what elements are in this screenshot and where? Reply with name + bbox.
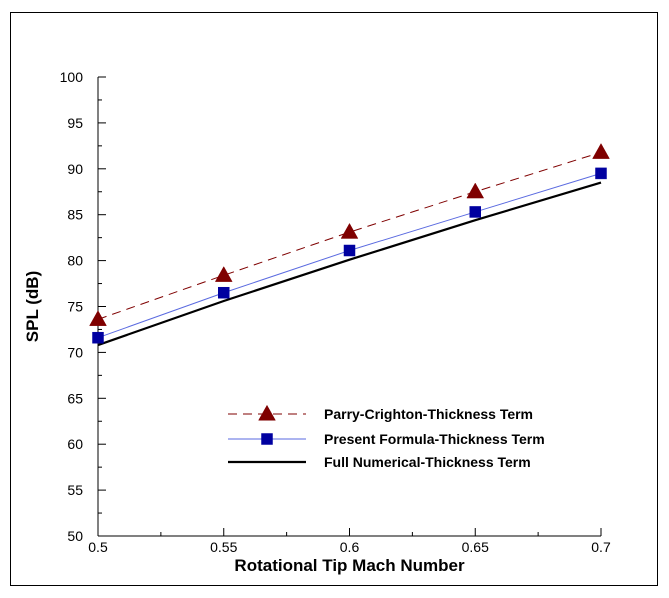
y-tick-label: 75 <box>67 299 83 315</box>
square-marker <box>92 331 104 344</box>
y-tick-label: 90 <box>67 161 83 177</box>
triangle-marker <box>592 143 610 159</box>
square-marker <box>261 433 273 445</box>
legend-label: Present Formula-Thickness Term <box>324 431 545 447</box>
y-tick-label: 100 <box>60 69 84 85</box>
series-1 <box>89 143 610 326</box>
x-tick-label: 0.6 <box>340 539 360 555</box>
y-tick-label: 55 <box>67 482 83 498</box>
y-tick-label: 50 <box>67 528 83 544</box>
x-axis-title: Rotational Tip Mach Number <box>234 556 465 575</box>
y-tick-label: 95 <box>67 115 83 131</box>
x-tick-label: 0.7 <box>591 539 611 555</box>
x-tick-label: 0.55 <box>210 539 237 555</box>
triangle-marker <box>89 310 107 326</box>
plot-axes: 50 55 60 65 70 75 80 85 90 95 100 0.5 0.55 0.6 0.65 0.7 <box>60 69 611 555</box>
y-tick-label: 70 <box>67 344 83 360</box>
series-3 <box>97 181 602 347</box>
square-marker <box>343 244 356 257</box>
series-line <box>97 151 602 320</box>
legend-label: Full Numerical-Thickness Term <box>324 454 531 470</box>
y-tick-label: 80 <box>67 253 83 269</box>
triangle-marker <box>258 404 276 421</box>
legend-item-3: Full Numerical-Thickness Term <box>228 454 531 470</box>
triangle-marker <box>340 222 359 239</box>
square-marker <box>595 167 607 180</box>
legend: Parry-Crighton-Thickness Term Present For… <box>228 404 545 470</box>
y-axis-title: SPL (dB) <box>23 271 42 342</box>
series-line <box>97 181 602 347</box>
legend-item-2: Present Formula-Thickness Term <box>228 431 545 447</box>
triangle-marker <box>214 266 233 282</box>
legend-item-1: Parry-Crighton-Thickness Term <box>228 404 533 422</box>
x-tick-label: 0.65 <box>462 539 489 555</box>
triangle-marker <box>466 182 485 199</box>
square-marker <box>218 286 230 299</box>
series-layer <box>89 143 610 347</box>
y-tick-label: 60 <box>67 436 83 452</box>
y-tick-label: 65 <box>67 390 83 406</box>
square-marker <box>469 206 481 218</box>
x-tick-label: 0.5 <box>88 539 108 555</box>
y-tick-label: 85 <box>67 207 83 223</box>
legend-label: Parry-Crighton-Thickness Term <box>324 406 533 422</box>
series-2 <box>92 167 607 344</box>
figure-frame <box>10 12 658 586</box>
